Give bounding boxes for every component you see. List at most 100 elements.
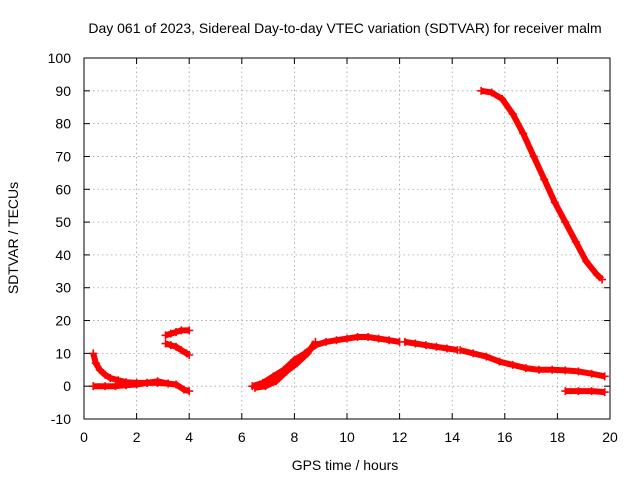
data-point	[101, 382, 110, 391]
y-tick-label: 30	[55, 280, 71, 296]
data-point	[508, 109, 517, 118]
x-tick-label: 2	[133, 429, 141, 445]
x-tick-labels: 0 2 4 6 8 10 12 14 16 18 20	[80, 429, 618, 445]
y-tick-label: 90	[55, 83, 71, 99]
data-point	[400, 337, 409, 346]
data-point	[250, 383, 259, 392]
data-point	[185, 351, 194, 360]
x-axis-label: GPS time / hours	[292, 457, 399, 473]
data-point	[101, 370, 110, 379]
series-arc-11	[565, 388, 605, 396]
y-tick-label: 50	[55, 214, 71, 230]
data-point	[574, 367, 583, 376]
data-point	[540, 175, 549, 184]
x-tick-label: 0	[80, 429, 88, 445]
data-point	[132, 380, 141, 389]
y-tick-label: 40	[55, 247, 71, 263]
data-point	[487, 88, 496, 97]
data-point	[161, 331, 170, 340]
data-point	[574, 387, 583, 396]
data-point	[185, 387, 194, 396]
data-point	[598, 275, 607, 284]
data-point	[582, 257, 591, 266]
data-point	[177, 346, 186, 355]
y-tick-label: 10	[55, 345, 71, 361]
data-point	[482, 352, 491, 361]
data-point	[432, 342, 441, 351]
y-tick-label: 60	[55, 181, 71, 197]
data-point	[529, 152, 538, 161]
y-tick-labels: -10 0 10 20 30 40 50 60 70 80 90 100	[48, 50, 72, 427]
data-point	[311, 341, 320, 350]
data-point	[271, 377, 280, 386]
axis-ticks	[83, 57, 611, 420]
data-point	[321, 337, 330, 346]
data-point	[421, 341, 430, 350]
data-point	[495, 357, 504, 366]
data-point	[561, 366, 570, 375]
data-point	[172, 380, 181, 389]
data-point	[521, 364, 530, 373]
data-point	[508, 360, 517, 369]
data-point	[153, 377, 162, 386]
y-tick-label: 80	[55, 116, 71, 132]
data-point	[303, 349, 312, 358]
data-point	[161, 339, 170, 348]
y-tick-label: 100	[48, 50, 72, 66]
data-point	[293, 359, 302, 368]
data-point	[89, 349, 98, 358]
data-point	[166, 341, 175, 350]
data-point	[469, 349, 478, 358]
y-tick-label: 20	[55, 313, 71, 329]
x-tick-label: 20	[602, 429, 618, 445]
data-point	[548, 365, 557, 374]
data-point	[143, 378, 152, 387]
data-point	[477, 86, 486, 95]
data-point	[261, 382, 270, 391]
data-point	[364, 332, 373, 341]
data-point	[166, 329, 175, 338]
y-tick-label: 70	[55, 148, 71, 164]
x-tick-label: 10	[339, 429, 355, 445]
x-tick-label: 18	[550, 429, 566, 445]
data-point	[106, 373, 115, 382]
data-point	[571, 237, 580, 246]
data-series	[89, 86, 609, 397]
data-point	[269, 372, 278, 381]
data-point	[519, 129, 528, 138]
grid-lines	[84, 58, 610, 419]
data-point	[600, 388, 609, 397]
data-point	[587, 387, 596, 396]
data-point	[282, 367, 291, 376]
data-point	[89, 382, 98, 391]
y-tick-label: 0	[63, 378, 71, 394]
data-point	[185, 326, 194, 335]
data-point	[498, 95, 507, 104]
data-point	[164, 379, 173, 388]
data-point	[122, 381, 131, 390]
data-point	[561, 218, 570, 227]
data-point	[561, 387, 570, 396]
data-point	[172, 328, 181, 337]
data-point	[111, 382, 120, 391]
x-tick-label: 16	[497, 429, 513, 445]
x-tick-label: 4	[185, 429, 193, 445]
data-point	[177, 326, 186, 335]
data-point	[592, 270, 601, 279]
data-point	[411, 339, 420, 348]
y-tick-label: -10	[51, 411, 71, 427]
data-point	[332, 336, 341, 345]
data-point	[95, 365, 104, 374]
data-point	[343, 334, 351, 343]
x-tick-label: 14	[444, 429, 460, 445]
y-axis-label: SDTVAR / TECUs	[5, 182, 21, 294]
data-point	[172, 342, 181, 351]
x-tick-label: 8	[291, 429, 299, 445]
data-point	[550, 198, 559, 207]
data-point	[587, 369, 596, 378]
data-point	[179, 385, 188, 394]
data-point	[91, 359, 100, 368]
data-point	[456, 346, 465, 355]
